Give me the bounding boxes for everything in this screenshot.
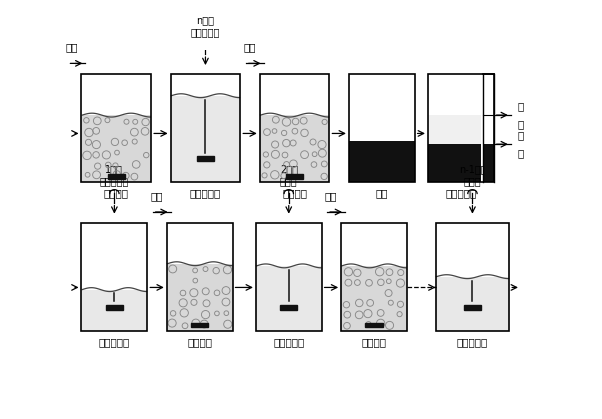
Bar bbox=[341, 223, 407, 266]
Bar bbox=[428, 115, 482, 144]
Bar bbox=[81, 223, 147, 290]
Text: 2次进
混合水: 2次进 混合水 bbox=[280, 164, 298, 186]
Bar bbox=[436, 223, 509, 277]
Bar bbox=[365, 323, 382, 328]
Bar bbox=[464, 305, 481, 310]
Bar bbox=[167, 264, 232, 331]
Text: 空气: 空气 bbox=[243, 43, 256, 53]
Bar bbox=[349, 141, 415, 182]
Bar bbox=[349, 74, 415, 141]
Bar bbox=[483, 74, 494, 182]
Bar bbox=[256, 266, 321, 331]
Text: n-1次进
混合水: n-1次进 混合水 bbox=[459, 164, 486, 186]
Bar bbox=[81, 290, 147, 331]
Bar bbox=[197, 156, 214, 161]
Bar bbox=[259, 115, 329, 182]
Bar bbox=[170, 74, 240, 182]
Bar bbox=[341, 266, 407, 331]
Text: 泥: 泥 bbox=[517, 148, 523, 158]
Text: 1次进
第一浓度水: 1次进 第一浓度水 bbox=[100, 164, 129, 186]
Bar bbox=[81, 74, 151, 115]
Bar bbox=[259, 74, 329, 182]
Bar bbox=[81, 74, 151, 182]
Bar bbox=[256, 223, 321, 266]
Text: 曝气硝化: 曝气硝化 bbox=[104, 188, 129, 198]
Text: 短时曝气: 短时曝气 bbox=[282, 188, 307, 198]
Text: 沉淀: 沉淀 bbox=[376, 188, 388, 198]
Bar bbox=[428, 144, 482, 182]
Text: 曝气硝化: 曝气硝化 bbox=[362, 337, 386, 347]
Bar bbox=[106, 305, 123, 310]
Bar bbox=[167, 223, 232, 331]
Text: 搅拌反硝化: 搅拌反硝化 bbox=[457, 337, 488, 347]
Text: n次进
第二浓度水: n次进 第二浓度水 bbox=[191, 16, 220, 37]
Bar bbox=[286, 174, 303, 179]
Text: 曝气硝化: 曝气硝化 bbox=[187, 337, 212, 347]
Bar bbox=[428, 74, 494, 182]
Bar bbox=[108, 174, 125, 179]
Bar bbox=[191, 323, 208, 328]
Text: 水: 水 bbox=[517, 119, 523, 129]
Text: 空气: 空气 bbox=[65, 43, 78, 53]
Text: 排: 排 bbox=[517, 101, 523, 111]
Bar bbox=[341, 223, 407, 331]
Bar bbox=[483, 144, 494, 182]
Bar bbox=[349, 74, 415, 182]
Bar bbox=[167, 223, 232, 264]
Bar bbox=[81, 223, 147, 331]
Bar bbox=[259, 74, 329, 115]
Bar bbox=[81, 115, 151, 182]
Bar bbox=[436, 223, 509, 331]
Text: 排: 排 bbox=[517, 130, 523, 140]
Bar bbox=[436, 277, 509, 331]
Text: 搅拌反硝化: 搅拌反硝化 bbox=[273, 337, 305, 347]
Bar bbox=[170, 96, 240, 182]
Text: 空气: 空气 bbox=[150, 191, 163, 201]
Text: 搅拌反硝化: 搅拌反硝化 bbox=[190, 188, 221, 198]
Text: 排水、排泥: 排水、排泥 bbox=[445, 188, 476, 198]
Bar bbox=[170, 74, 240, 96]
Bar bbox=[428, 74, 482, 115]
Bar bbox=[281, 305, 297, 310]
Bar bbox=[256, 223, 321, 331]
Text: 搅拌反硝化: 搅拌反硝化 bbox=[99, 337, 130, 347]
Text: 空气: 空气 bbox=[324, 191, 337, 201]
